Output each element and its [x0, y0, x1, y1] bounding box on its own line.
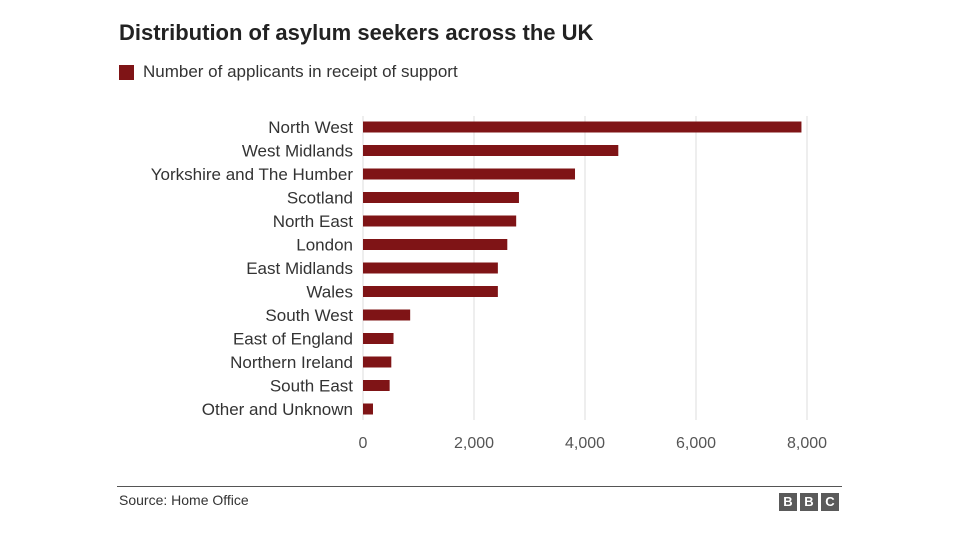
logo-letter-b2: B: [800, 493, 818, 511]
category-label: Wales: [306, 283, 353, 302]
category-label: East of England: [233, 330, 353, 349]
bar: [363, 333, 394, 344]
category-label: Yorkshire and The Humber: [151, 165, 354, 184]
bar-layer: [363, 121, 802, 415]
category-label: North East: [273, 212, 354, 231]
bar: [363, 403, 373, 415]
bar: [363, 356, 392, 368]
x-tick-label: 4,000: [565, 435, 605, 452]
bbc-logo: B B C: [779, 493, 839, 511]
x-tick-label: 8,000: [787, 435, 827, 452]
bar: [363, 309, 411, 321]
legend-swatch: [119, 64, 134, 80]
category-label: London: [296, 236, 353, 255]
bar: [363, 215, 517, 227]
bar: [363, 239, 508, 250]
category-label: West Midlands: [242, 142, 353, 161]
x-tick-label: 2,000: [454, 435, 494, 452]
category-label: South East: [270, 377, 353, 396]
bar: [363, 121, 802, 133]
source-note: Source: Home Office: [119, 492, 249, 508]
category-label: East Midlands: [246, 259, 353, 278]
tick-label-layer: 0 2,000 4,000 6,000 8,000: [359, 435, 828, 452]
bar: [363, 286, 498, 297]
bar: [363, 145, 619, 156]
category-label: North West: [268, 118, 353, 137]
bar: [363, 192, 519, 203]
category-label: Northern Ireland: [230, 353, 353, 372]
x-tick-label: 0: [359, 435, 368, 452]
category-label: Scotland: [287, 189, 353, 208]
category-label: South West: [265, 306, 353, 325]
category-label-layer: North West West Midlands Yorkshire and The…: [151, 118, 354, 419]
legend: Number of applicants in receipt of suppo…: [119, 61, 458, 83]
legend-label: Number of applicants in receipt of suppo…: [143, 62, 458, 81]
logo-letter-c: C: [821, 493, 839, 511]
footer-divider: [117, 486, 842, 487]
bar: [363, 380, 390, 391]
category-label: Other and Unknown: [202, 400, 353, 419]
bar: [363, 262, 498, 274]
chart-title: Distribution of asylum seekers across th…: [119, 20, 594, 45]
x-tick-label: 6,000: [676, 435, 716, 452]
bar: [363, 168, 576, 180]
logo-letter-b1: B: [779, 493, 797, 511]
